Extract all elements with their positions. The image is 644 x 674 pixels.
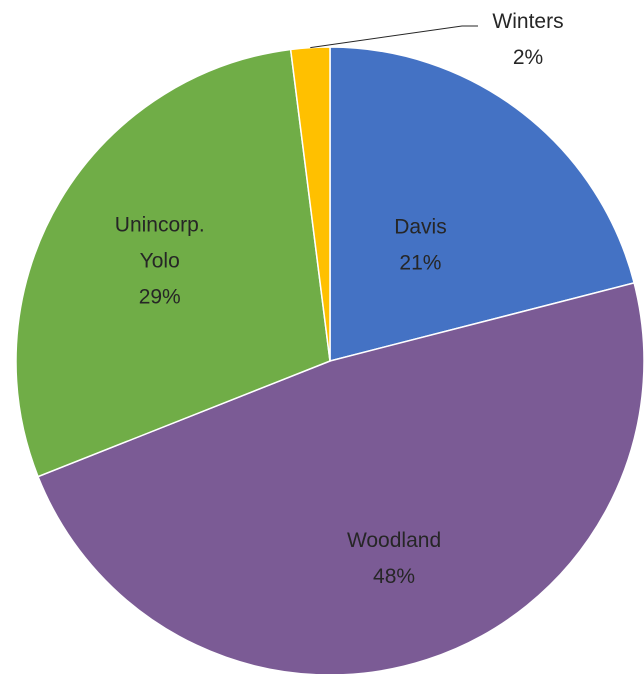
- data-label-percent-davis: 21%: [399, 251, 441, 274]
- pie-slice-winters: [289, 46, 331, 362]
- data-label-percent-unincorp-yolo: 29%: [139, 285, 181, 308]
- pie-slice-woodland: [37, 281, 644, 674]
- data-label-name-woodland: Woodland: [347, 529, 441, 552]
- data-label-name-unincorp-yolo: Unincorp.: [115, 213, 205, 236]
- leader-line-winters: [310, 25, 478, 49]
- pie-slice-unincorp-yolo: [15, 48, 331, 478]
- pie-slice-davis: [329, 46, 636, 362]
- data-label-percent-winters: 2%: [513, 46, 543, 69]
- data-label-name-davis: Davis: [394, 215, 447, 238]
- data-label-name-unincorp-yolo: Yolo: [140, 249, 180, 272]
- data-label-name-winters: Winters: [492, 10, 563, 33]
- data-label-percent-woodland: 48%: [373, 565, 415, 588]
